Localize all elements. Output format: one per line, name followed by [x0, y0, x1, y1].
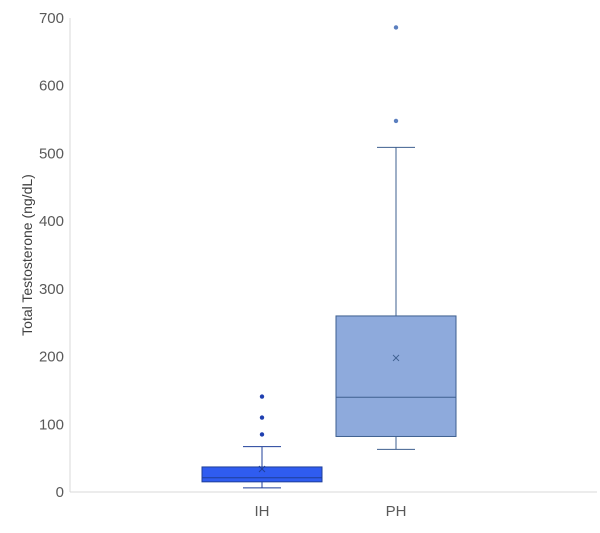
x-tick-label: IH	[255, 503, 270, 520]
mean-marker	[392, 354, 400, 362]
y-tick-label: 700	[39, 10, 64, 27]
y-tick-label: 0	[56, 484, 64, 501]
outlier-point	[259, 432, 265, 437]
outlier-point	[259, 394, 265, 399]
mean-marker	[258, 465, 266, 473]
outlier-point	[259, 415, 265, 420]
mean-marker-stroke	[392, 354, 400, 362]
y-tick-label: 500	[39, 145, 64, 162]
y-tick-label: 300	[39, 281, 64, 298]
outlier-point	[393, 25, 399, 30]
y-tick-labels: 0 100 200 300 400 500 600 700	[39, 10, 64, 501]
mean-marker-stroke	[258, 465, 266, 473]
y-tick-label: 200	[39, 349, 64, 366]
outlier-point	[393, 118, 399, 124]
x-tick-label: PH	[386, 503, 407, 520]
y-tick-label: 100	[39, 416, 64, 433]
interquartile-box	[335, 315, 457, 437]
y-axis-title: Total Testosterone (ng/dL)	[19, 174, 35, 336]
axes	[69, 18, 597, 493]
y-tick-label: 600	[39, 78, 64, 95]
y-tick-label: 400	[39, 213, 64, 230]
box-series	[201, 25, 457, 489]
box-ih	[201, 394, 323, 489]
box-ph	[335, 25, 457, 450]
x-tick-labels: IH PH	[255, 503, 407, 520]
